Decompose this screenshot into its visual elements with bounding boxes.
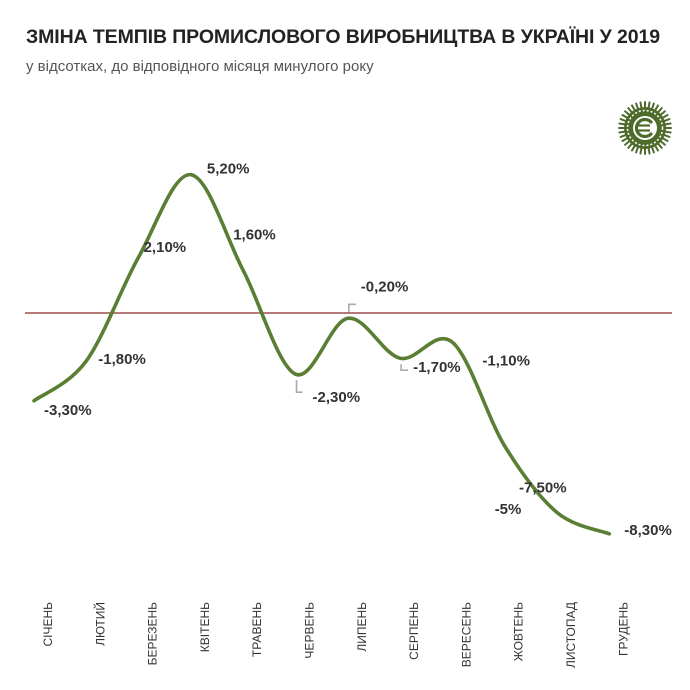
data-point-8: [398, 356, 402, 360]
x-tick-label: ТРАВЕНЬ: [250, 602, 264, 657]
data-label: -2,30%: [313, 389, 361, 406]
x-tick-label: ЛИПЕНЬ: [355, 602, 369, 652]
chart-subtitle: у відсотках, до відповідного місяця мину…: [26, 58, 374, 75]
data-point-11: [555, 511, 559, 515]
data-label: 2,10%: [144, 239, 187, 256]
data-point-10: [503, 444, 507, 448]
x-tick-label: СЕРПЕНЬ: [407, 602, 421, 660]
label-leader-line: [348, 303, 356, 313]
x-tick-label: КВІТЕНЬ: [198, 602, 212, 652]
data-point-2: [84, 359, 88, 363]
x-tick-label: ЧЕРВЕНЬ: [303, 602, 317, 659]
data-label: -1,70%: [413, 359, 461, 376]
data-point-9: [450, 340, 454, 344]
data-point-3: [137, 255, 141, 259]
data-label: 5,20%: [207, 161, 250, 178]
data-point-5: [241, 268, 245, 272]
label-leader-line: [295, 380, 303, 393]
data-label: -3,30%: [44, 402, 92, 419]
x-tick-label: СІЧЕНЬ: [41, 602, 55, 647]
data-label: -5%: [495, 501, 522, 518]
label-leader-line: [400, 364, 409, 372]
data-label: -8,30%: [624, 522, 672, 539]
series-line: [32, 172, 612, 536]
x-tick-label: ЛЮТИЙ: [92, 602, 107, 646]
publisher-logo-icon: [618, 101, 672, 155]
data-label: -1,80%: [98, 351, 146, 368]
x-tick-label: ВЕРЕСЕНЬ: [459, 602, 473, 667]
data-point-1: [32, 399, 36, 403]
data-label: -7,50%: [519, 480, 567, 497]
data-point-12: [607, 532, 611, 536]
x-tick-label: ГРУДЕНЬ: [616, 602, 630, 656]
x-tick-label: БЕРЕЗЕНЬ: [146, 602, 160, 666]
data-label: 1,60%: [233, 226, 276, 243]
x-tick-label: ЖОВТЕНЬ: [512, 602, 526, 661]
x-tick-label: ЛИСТОПАД: [564, 602, 578, 668]
data-label: -1,10%: [482, 352, 530, 369]
data-point-4: [189, 173, 193, 177]
data-label: -0,20%: [361, 278, 409, 295]
data-point-7: [346, 316, 350, 320]
data-point-6: [294, 372, 298, 376]
chart-title: ЗМІНА ТЕМПІВ ПРОМИСЛОВОГО ВИРОБНИЦТВА В …: [26, 26, 660, 48]
